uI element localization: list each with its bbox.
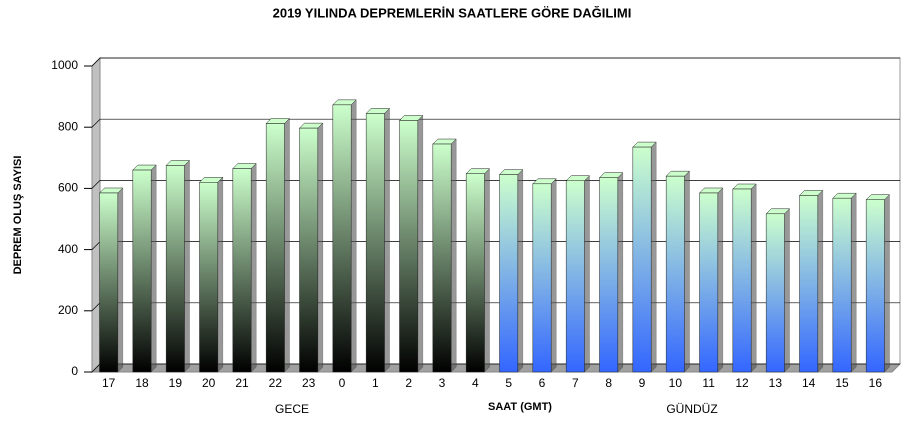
- bar-side: [650, 141, 657, 373]
- bar: [365, 113, 385, 373]
- group-label: GÜNDÜZ: [666, 402, 717, 416]
- x-tick-label: 13: [769, 376, 783, 390]
- x-tick-label: 10: [669, 376, 683, 390]
- y-axis-title: DEPREM OLUŞ SAYISI: [12, 156, 24, 275]
- bar-side: [284, 117, 290, 373]
- grid-line-wall: [91, 241, 101, 250]
- bar-side: [184, 159, 190, 373]
- bar-side: [350, 99, 357, 373]
- y-tick-label: 200: [58, 303, 78, 317]
- bar: [865, 199, 885, 373]
- left-wall: [91, 56, 101, 374]
- x-axis-title: SAAT (GMT): [488, 401, 552, 413]
- bar: [432, 143, 452, 373]
- bar-side: [217, 176, 224, 373]
- bar: [265, 123, 285, 373]
- bar: [532, 183, 552, 373]
- x-tick-label: 21: [235, 376, 249, 390]
- bar: [399, 120, 419, 373]
- y-tick-label: 800: [58, 119, 78, 133]
- bar-side: [850, 192, 857, 373]
- bar-side: [517, 169, 524, 373]
- bar: [565, 180, 585, 373]
- bar: [332, 104, 352, 373]
- y-tick-label: 600: [58, 181, 78, 195]
- bar: [699, 192, 719, 373]
- x-tick-label: 0: [339, 376, 346, 390]
- y-tick-label: 0: [71, 364, 78, 378]
- x-tick-label: 1: [372, 376, 379, 390]
- bar: [832, 197, 852, 373]
- grid-line-wall: [91, 363, 101, 373]
- x-tick-label: 5: [505, 376, 512, 390]
- chart-title: 2019 YILINDA DEPREMLERİN SAATLERE GÖRE D…: [273, 5, 632, 20]
- grid-line-wall: [91, 180, 101, 189]
- x-tick-label: 4: [472, 376, 479, 390]
- bar-side: [884, 194, 890, 373]
- bar: [665, 175, 685, 373]
- x-tick-label: 12: [735, 376, 749, 390]
- x-tick-label: 8: [605, 376, 612, 390]
- bar: [632, 146, 652, 373]
- x-tick-label: 20: [202, 376, 216, 390]
- grid-line-wall: [91, 57, 101, 67]
- x-tick-label: 14: [802, 376, 816, 390]
- grid-line-wall: [91, 118, 101, 128]
- bar-side: [817, 189, 824, 373]
- x-tick-label: 19: [169, 376, 183, 390]
- bar-side: [417, 114, 424, 373]
- bar-side: [617, 172, 624, 373]
- x-tick-label: 3: [439, 376, 446, 390]
- x-tick-label: 7: [572, 376, 579, 390]
- y-tick-label: 1000: [51, 58, 78, 72]
- bar: [232, 168, 252, 373]
- bar-side: [750, 183, 757, 373]
- x-tick-label: 15: [835, 376, 849, 390]
- bar: [499, 174, 519, 373]
- bar-side: [150, 164, 157, 373]
- x-tick-label: 9: [639, 376, 646, 390]
- x-tick-label: 6: [539, 376, 546, 390]
- x-tick-label: 11: [702, 376, 715, 390]
- bar-side: [584, 175, 590, 373]
- bar-side: [784, 208, 790, 373]
- bar-side: [384, 107, 390, 373]
- x-tick-label: 23: [302, 376, 316, 390]
- bar-side: [550, 178, 557, 373]
- bar-side: [250, 162, 257, 373]
- bar: [132, 169, 152, 373]
- bar: [799, 195, 819, 373]
- x-tick-label: 16: [869, 376, 883, 390]
- y-tick-label: 400: [58, 242, 78, 256]
- bar: [165, 165, 185, 373]
- bar-side: [684, 170, 690, 373]
- bar: [732, 188, 752, 373]
- bar-side: [484, 168, 490, 373]
- bar: [465, 173, 485, 373]
- x-tick-label: 18: [135, 376, 149, 390]
- bar-side: [450, 138, 457, 373]
- group-label: GECE: [275, 402, 309, 416]
- bar-side: [117, 187, 124, 373]
- x-tick-label: 17: [102, 376, 116, 390]
- grid-line-wall: [91, 302, 101, 312]
- bar: [99, 192, 119, 373]
- bar-side: [717, 187, 724, 373]
- bar: [599, 177, 619, 373]
- x-tick-label: 2: [405, 376, 412, 390]
- bar: [765, 213, 785, 373]
- bar: [199, 182, 219, 373]
- bar: [299, 127, 319, 373]
- bar-side: [317, 122, 324, 373]
- x-tick-label: 22: [269, 376, 283, 390]
